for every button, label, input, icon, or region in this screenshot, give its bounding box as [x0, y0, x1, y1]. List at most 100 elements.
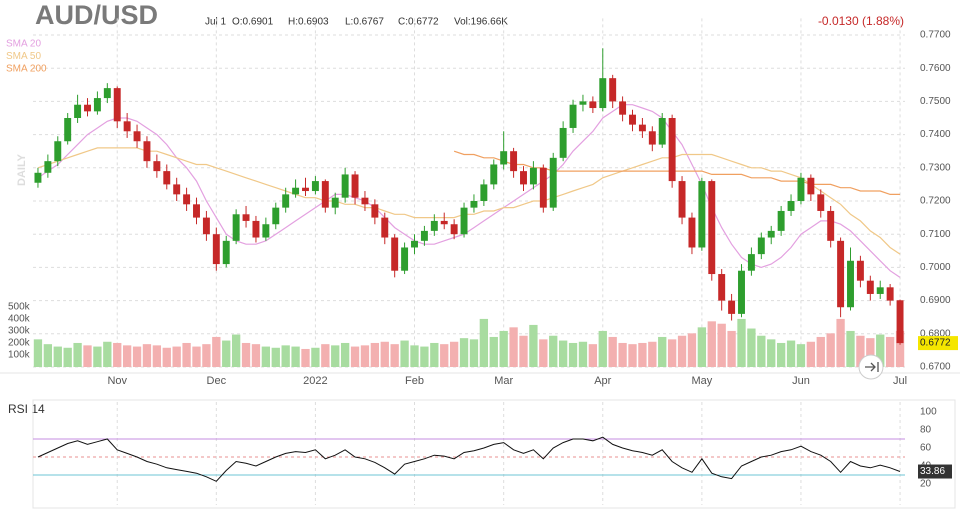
- candle-body: [282, 194, 290, 208]
- y-tick-label: 0.7000: [920, 262, 951, 273]
- volume-bar: [826, 333, 835, 367]
- candle-body: [450, 224, 458, 235]
- volume-bar: [846, 330, 855, 367]
- button-icon[interactable]: [865, 362, 879, 372]
- candle-body: [272, 207, 280, 225]
- volume-bar: [588, 344, 598, 367]
- rsi-tick-label: 60: [920, 443, 932, 454]
- candle-body: [262, 224, 270, 238]
- candle-body: [302, 187, 309, 192]
- volume-bar: [231, 334, 241, 367]
- volume-bar: [449, 341, 459, 367]
- candle-body: [569, 104, 577, 128]
- chart-title: AUD/USD: [35, 0, 158, 30]
- watermark: DAILY: [16, 153, 28, 186]
- volume-bar: [222, 340, 231, 367]
- candle-body: [252, 220, 260, 238]
- volume-bar: [103, 341, 112, 367]
- volume-bar: [281, 345, 290, 367]
- candle-body: [579, 101, 587, 105]
- candle-body: [777, 210, 785, 231]
- volume-bar: [340, 342, 350, 367]
- candle-body: [242, 214, 250, 221]
- volume-bar: [479, 318, 489, 367]
- volume-bar: [717, 323, 726, 367]
- candle-body: [866, 280, 874, 294]
- candle-body: [609, 78, 617, 102]
- candle-body: [222, 240, 230, 265]
- candle-body: [163, 171, 171, 185]
- last-price-box: [918, 336, 958, 351]
- candle-body: [411, 240, 418, 248]
- candle-body: [341, 174, 349, 198]
- volume-bar: [598, 330, 607, 367]
- sma-line: [37, 104, 901, 278]
- volume-bar: [618, 342, 627, 367]
- info-close: C:0.6772: [398, 17, 439, 28]
- candle-body: [103, 88, 111, 99]
- y-tick-label: 0.7100: [920, 229, 951, 240]
- candle-body: [787, 201, 795, 211]
- candle-body: [807, 177, 815, 195]
- candle-body: [549, 157, 557, 208]
- candle-body: [311, 181, 319, 192]
- volume-bar: [132, 346, 142, 367]
- x-tick-label: Nov: [107, 375, 127, 387]
- volume-bar: [311, 347, 320, 367]
- x-tick-label: Dec: [207, 375, 227, 387]
- volume-bar: [261, 346, 271, 367]
- candle-body: [292, 187, 300, 195]
- volume-bar: [420, 346, 429, 367]
- x-tick-label: Jun: [792, 375, 810, 387]
- info-high: H:0.6903: [288, 17, 329, 28]
- candle-body: [133, 131, 141, 142]
- volume-bar: [430, 342, 439, 367]
- candle-body: [202, 217, 210, 235]
- volume-bar: [53, 346, 62, 367]
- volume-bar: [73, 342, 82, 367]
- volume-bar: [529, 324, 538, 367]
- x-tick-label: Jul: [893, 375, 907, 387]
- candle-body: [153, 161, 161, 172]
- rsi-tick-label: 80: [920, 425, 932, 436]
- volume-tick-label: 200k: [8, 338, 31, 349]
- candle-body: [896, 300, 904, 344]
- candle-body: [183, 194, 191, 205]
- volume-bar: [142, 344, 152, 367]
- candle-body: [500, 151, 508, 165]
- x-tick-label: May: [691, 375, 712, 387]
- y-tick-label: 0.7700: [920, 30, 951, 41]
- candle-body: [698, 181, 706, 248]
- volume-bar: [876, 334, 885, 367]
- candle-body: [747, 254, 755, 271]
- candle-body: [847, 260, 854, 308]
- candle-body: [351, 174, 359, 198]
- volume-bar: [63, 347, 72, 367]
- volume-bar: [469, 339, 479, 367]
- candle-body: [143, 141, 151, 162]
- volume-bar: [578, 341, 588, 367]
- candle-body: [619, 101, 627, 115]
- volume-bar: [786, 340, 796, 367]
- volume-bar: [370, 342, 380, 367]
- volume-bar: [202, 344, 211, 367]
- x-tick-label: 2022: [303, 375, 327, 387]
- volume-bar: [152, 345, 162, 367]
- candle-body: [321, 181, 329, 208]
- x-tick-label: Feb: [405, 375, 424, 387]
- x-tick-label: Apr: [594, 375, 611, 387]
- scroll-button[interactable]: [858, 354, 884, 380]
- volume-bar: [390, 344, 399, 367]
- volume-bar: [747, 328, 756, 367]
- change: -0.0130 (1.88%): [818, 14, 904, 28]
- rsi-pane: [32, 399, 956, 509]
- volume-bar: [687, 333, 697, 367]
- volume-bar: [380, 341, 389, 367]
- volume-bar: [271, 347, 280, 367]
- volume-bar: [360, 345, 370, 367]
- y-tick-label: 0.7400: [920, 129, 951, 140]
- legend-entry: SMA 200: [6, 64, 47, 75]
- candle-body: [510, 151, 518, 172]
- candle-body: [827, 210, 835, 241]
- volume-bar: [539, 339, 548, 367]
